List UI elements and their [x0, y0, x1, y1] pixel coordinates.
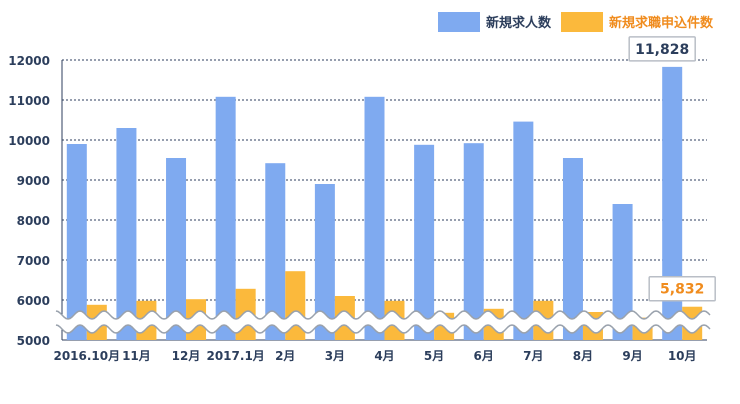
axis-break-line-top [55, 310, 711, 320]
bar-new-job-openings [215, 96, 236, 340]
y-tick-label: 11000 [8, 94, 50, 108]
bar-new-job-openings [364, 96, 385, 340]
bar-new-job-openings [166, 158, 187, 340]
x-tick-label: 11月 [122, 349, 151, 363]
x-tick-label: 2月 [275, 349, 295, 363]
x-tick-label: 2016.10月 [53, 349, 120, 363]
x-tick-label: 4月 [374, 349, 394, 363]
y-tick-label: 10000 [8, 134, 50, 148]
bar-new-job-openings [66, 144, 87, 340]
legend-swatch-new-applications [561, 12, 603, 32]
x-tick-label: 2017.1月 [206, 349, 264, 363]
bar-new-job-openings [662, 66, 683, 340]
y-tick-label: 6000 [17, 294, 50, 308]
legend-swatch-new-job-openings [438, 12, 480, 32]
bar-new-job-openings [314, 184, 335, 340]
bar-new-job-openings [513, 121, 534, 340]
x-tick-label: 9月 [622, 349, 642, 363]
axis-break-line-bottom [55, 324, 711, 334]
y-tick-label: 5000 [17, 334, 50, 348]
y-tick-label: 12000 [8, 54, 50, 68]
x-tick-label: 6月 [474, 349, 494, 363]
y-tick-label: 8000 [17, 214, 50, 228]
x-tick-label: 8月 [573, 349, 593, 363]
bar-new-job-openings [116, 128, 137, 340]
bar-new-job-openings [612, 204, 633, 340]
callout-label-job-openings: 11,828 [635, 42, 689, 58]
bar-new-job-openings [414, 144, 435, 340]
y-tick-label: 7000 [17, 254, 50, 268]
bar-new-job-openings [265, 163, 286, 340]
x-tick-label: 3月 [325, 349, 345, 363]
y-tick-label: 9000 [17, 174, 50, 188]
axis-break-band [56, 311, 711, 333]
callout-box-applications [648, 275, 716, 302]
bar-new-job-openings [463, 143, 484, 340]
x-tick-label: 12月 [172, 349, 201, 363]
callout-box-job-openings [628, 36, 696, 62]
legend-label-new-applications: 新規求職申込件数 [609, 15, 714, 31]
callout-label-applications: 5,832 [660, 282, 704, 298]
bar-new-job-openings [562, 158, 583, 340]
x-tick-label: 7月 [523, 349, 543, 363]
x-tick-label: 5月 [424, 349, 444, 363]
legend-label-new-job-openings: 新規求人数 [486, 15, 552, 31]
x-tick-label: 10月 [668, 349, 697, 363]
